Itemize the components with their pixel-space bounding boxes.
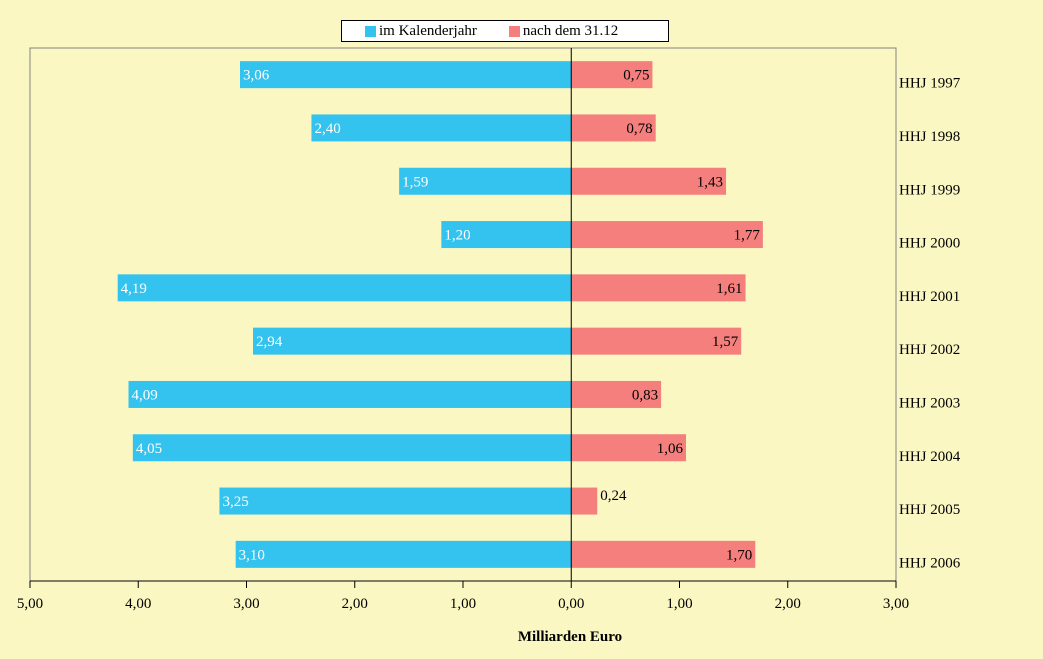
bar-nach-dem-3112 — [571, 274, 746, 302]
x-tick-label: 3,00 — [233, 596, 259, 612]
data-label-im-kalenderjahr: 4,19 — [121, 281, 147, 297]
bars-layer: 3,06 0,75 2,40 0,78 1,59 1,43 1,20 1,77 4,19 1,61… — [117, 61, 763, 568]
data-label-nach-dem-3112: 0,78 — [626, 121, 652, 137]
data-label-nach-dem-3112: 1,70 — [726, 547, 752, 563]
bar-im-kalenderjahr — [128, 380, 572, 408]
bar-nach-dem-3112 — [571, 221, 763, 249]
data-label-im-kalenderjahr: 1,59 — [402, 174, 428, 190]
bar-im-kalenderjahr — [399, 167, 572, 195]
x-tick-label: 4,00 — [125, 596, 151, 612]
category-label: HHJ 2004 — [899, 449, 961, 465]
category-label: HHJ 1998 — [899, 129, 960, 145]
bar-im-kalenderjahr — [252, 327, 572, 355]
bar-nach-dem-3112 — [571, 380, 662, 408]
data-label-nach-dem-3112: 0,24 — [600, 488, 627, 504]
bar-im-kalenderjahr — [311, 114, 572, 142]
bar-nach-dem-3112 — [571, 487, 598, 515]
legend-label-series-2: nach dem 31.12 — [522, 22, 619, 39]
bar-nach-dem-3112 — [571, 434, 686, 462]
data-label-nach-dem-3112: 1,43 — [697, 174, 723, 190]
bar-im-kalenderjahr — [240, 61, 572, 89]
bar-im-kalenderjahr — [132, 434, 572, 462]
data-label-nach-dem-3112: 0,83 — [632, 387, 658, 403]
x-tick-label: 3,00 — [883, 596, 909, 612]
category-label: HHJ 2005 — [899, 502, 960, 518]
data-label-nach-dem-3112: 0,75 — [623, 68, 649, 84]
x-tick-label: 1,00 — [450, 596, 476, 612]
bar-nach-dem-3112 — [571, 167, 727, 195]
x-tick-label: 2,00 — [775, 596, 801, 612]
bar-im-kalenderjahr — [441, 221, 572, 249]
data-label-im-kalenderjahr: 3,06 — [243, 68, 270, 84]
category-label: HHJ 2003 — [899, 395, 960, 411]
bar-im-kalenderjahr — [117, 274, 572, 302]
legend-label-series-1: im Kalenderjahr — [379, 22, 477, 39]
x-tick-label: 0,00 — [558, 596, 584, 612]
category-label: HHJ 2006 — [899, 555, 961, 571]
x-tick-label: 5,00 — [17, 596, 43, 612]
legend-swatch-red — [508, 25, 520, 37]
category-label: HHJ 1997 — [899, 76, 961, 92]
category-label: HHJ 2002 — [899, 342, 960, 358]
x-tick-label: 2,00 — [342, 596, 368, 612]
bar-nach-dem-3112 — [571, 114, 656, 142]
legend-swatch-blue — [365, 25, 376, 37]
bar-nach-dem-3112 — [571, 540, 756, 568]
data-label-im-kalenderjahr: 2,40 — [314, 121, 340, 137]
category-label: HHJ 2001 — [899, 289, 960, 305]
data-label-im-kalenderjahr: 1,20 — [444, 228, 470, 244]
axes-layer: HHJ 1997 HHJ 1998 HHJ 1999 HHJ 2000 HHJ 2001… — [17, 48, 961, 612]
bar-im-kalenderjahr — [235, 540, 572, 568]
legend: im Kalenderjahr nach dem 31.12 — [341, 20, 669, 42]
bar-im-kalenderjahr — [219, 487, 572, 515]
data-label-nach-dem-3112: 1,57 — [712, 334, 739, 350]
category-label: HHJ 2000 — [899, 236, 960, 252]
x-tick-label: 1,00 — [666, 596, 692, 612]
category-label: HHJ 1999 — [899, 182, 960, 198]
bar-nach-dem-3112 — [571, 61, 653, 89]
legend-item-series-2: nach dem 31.12 — [508, 22, 619, 40]
data-label-im-kalenderjahr: 3,10 — [239, 547, 265, 563]
bar-nach-dem-3112 — [571, 327, 742, 355]
data-label-im-kalenderjahr: 4,09 — [132, 387, 158, 403]
x-axis-title: Milliarden Euro — [518, 629, 622, 645]
legend-item-series-1: im Kalenderjahr — [365, 23, 477, 40]
data-label-nach-dem-3112: 1,06 — [657, 441, 684, 457]
data-label-nach-dem-3112: 1,77 — [734, 228, 761, 244]
data-label-im-kalenderjahr: 2,94 — [256, 334, 283, 350]
data-label-nach-dem-3112: 1,61 — [716, 281, 742, 297]
data-label-im-kalenderjahr: 4,05 — [136, 441, 162, 457]
data-label-im-kalenderjahr: 3,25 — [222, 494, 248, 510]
